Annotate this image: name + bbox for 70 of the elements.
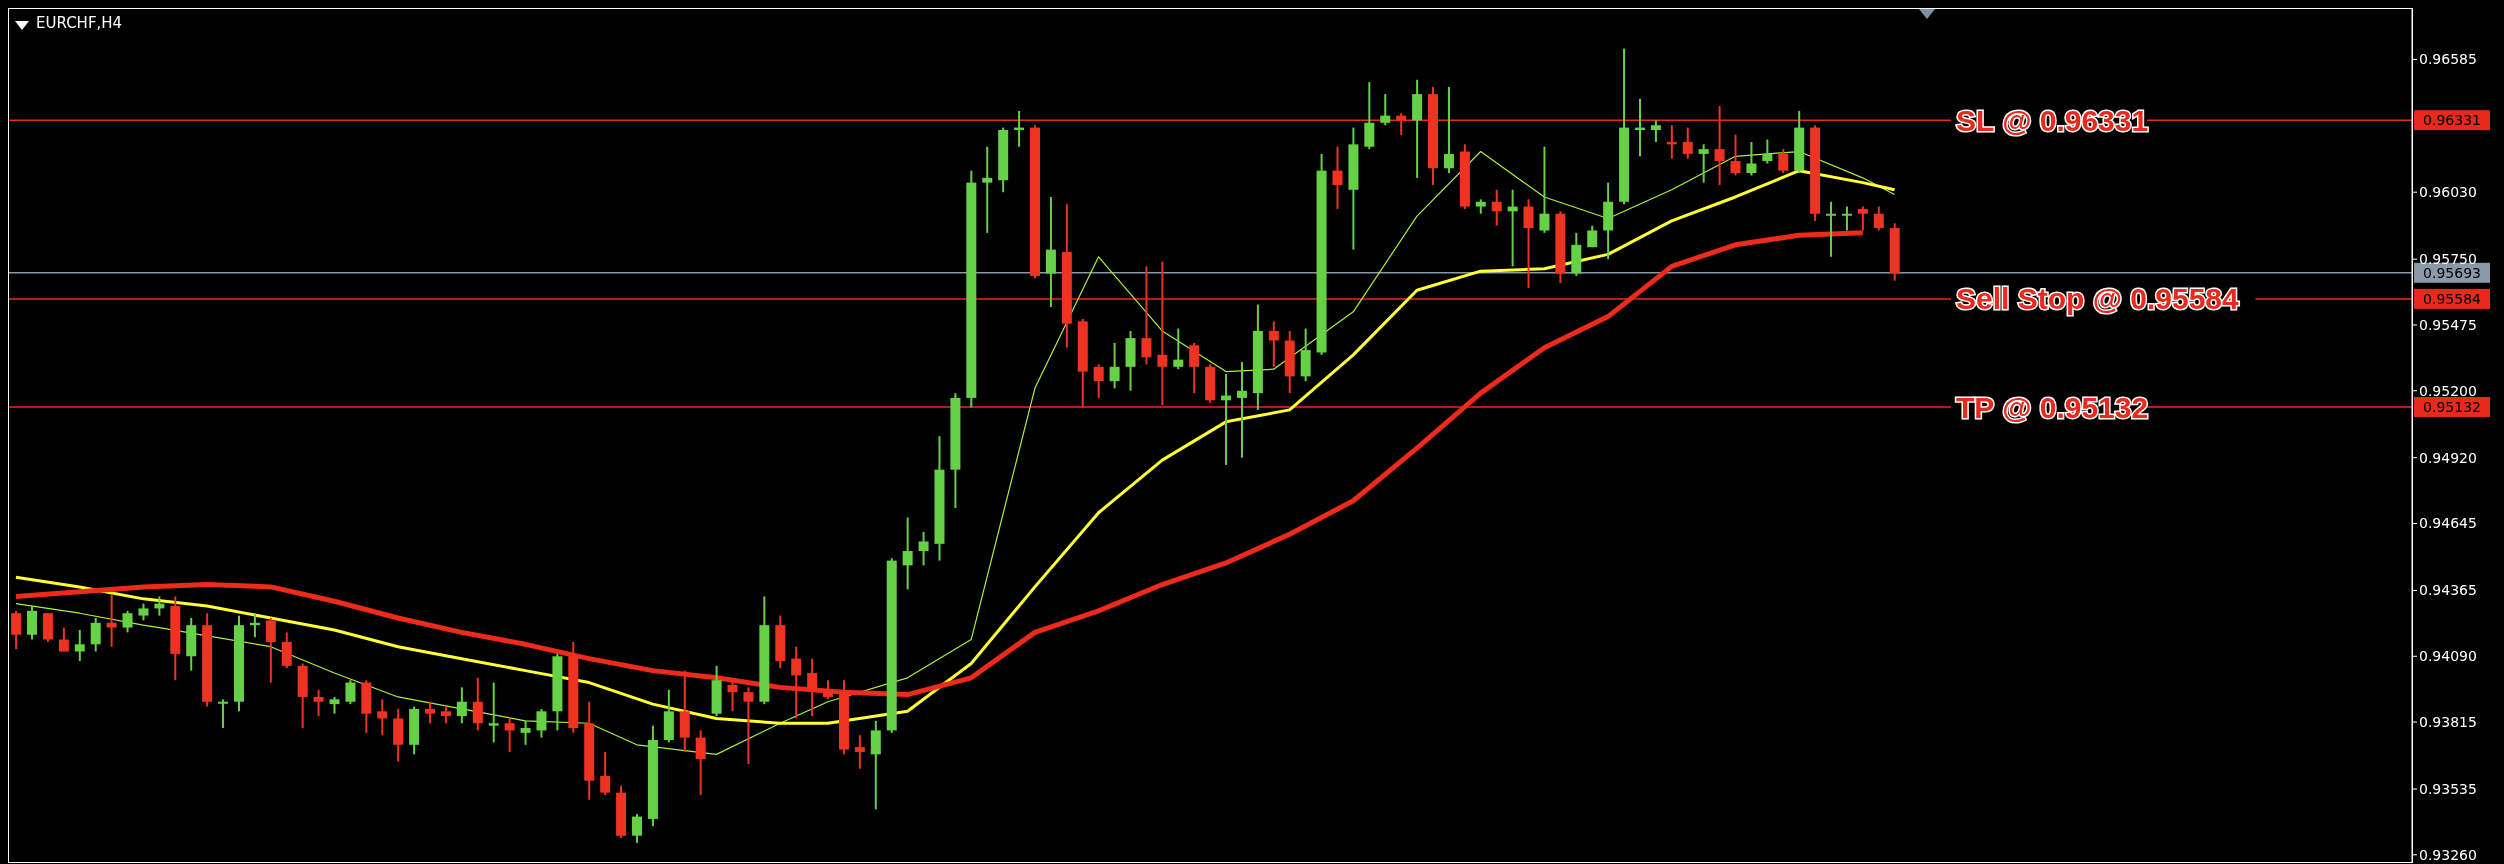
y-tick-label: 0.94365 bbox=[2419, 582, 2477, 599]
candlestick bbox=[1778, 148, 1789, 175]
candlestick bbox=[1236, 361, 1247, 459]
chart-title: EURCHF,H4 bbox=[36, 14, 123, 32]
y-tick-label: 0.95475 bbox=[2419, 316, 2477, 333]
ref-line-label: TP @ 0.95132 bbox=[1956, 390, 2149, 424]
candlestick bbox=[313, 688, 324, 718]
candlestick bbox=[27, 605, 38, 641]
candlestick bbox=[695, 729, 706, 797]
y-tick-label: 0.94090 bbox=[2419, 648, 2477, 665]
candlestick bbox=[425, 700, 436, 725]
candlestick bbox=[504, 717, 515, 753]
y-tick-label: 0.93535 bbox=[2419, 781, 2477, 798]
candlestick bbox=[1698, 143, 1709, 184]
candlestick bbox=[1650, 119, 1661, 143]
candlestick bbox=[122, 609, 133, 634]
y-tick-label: 0.94920 bbox=[2419, 449, 2477, 466]
candlestick bbox=[265, 617, 276, 684]
candlestick bbox=[1189, 341, 1200, 395]
candlestick bbox=[600, 750, 611, 797]
candlestick bbox=[1873, 205, 1884, 232]
candlestick bbox=[1045, 195, 1056, 309]
candlestick bbox=[377, 698, 388, 737]
candlestick bbox=[1746, 140, 1757, 177]
candlestick bbox=[1093, 363, 1104, 399]
candlestick bbox=[1173, 327, 1184, 371]
candlestick bbox=[1826, 200, 1837, 258]
y-tick-label: 0.96585 bbox=[2419, 51, 2477, 68]
candlestick bbox=[11, 609, 22, 651]
text: 0.95132 bbox=[2423, 399, 2481, 416]
candlestick bbox=[1539, 145, 1550, 234]
candlestick bbox=[743, 686, 754, 765]
candlestick bbox=[1332, 145, 1343, 210]
candlestick bbox=[1268, 320, 1279, 368]
y-tick-label: 0.94645 bbox=[2419, 515, 2477, 532]
candlestick bbox=[472, 676, 483, 732]
ref-line-label: Sell Stop @ 0.95584 bbox=[1956, 282, 2240, 316]
candlestick bbox=[456, 686, 467, 725]
y-tick-label: 0.93815 bbox=[2419, 714, 2477, 731]
candlestick bbox=[488, 681, 499, 744]
candlestick bbox=[902, 516, 913, 591]
candlestick bbox=[918, 530, 929, 567]
candlestick bbox=[106, 593, 117, 648]
candlestick bbox=[1523, 198, 1534, 289]
candlestick bbox=[1380, 93, 1391, 127]
y-tick-label: 0.93260 bbox=[2419, 846, 2477, 863]
candlestick bbox=[1730, 133, 1741, 177]
y-tick-label: 0.95200 bbox=[2419, 382, 2477, 399]
text: 0.95584 bbox=[2423, 290, 2482, 307]
candlestick bbox=[1364, 81, 1375, 151]
candlestick bbox=[281, 631, 292, 670]
candlestick bbox=[631, 813, 642, 844]
y-tick-label: 0.96030 bbox=[2419, 184, 2477, 201]
candlestick bbox=[1762, 138, 1773, 165]
candlestick bbox=[982, 145, 993, 234]
candlestick bbox=[74, 628, 85, 663]
candlestick bbox=[218, 698, 229, 730]
candlestick bbox=[536, 707, 547, 739]
candlestick bbox=[1841, 205, 1852, 232]
candlestick bbox=[520, 719, 531, 746]
ref-line-label: SL @ 0.96331 bbox=[1956, 103, 2149, 137]
candlestick bbox=[854, 734, 865, 770]
candlestick bbox=[1443, 85, 1454, 175]
text: 0.96331 bbox=[2423, 112, 2481, 129]
candlestick bbox=[90, 617, 101, 653]
candlestick bbox=[870, 719, 881, 811]
candlestick bbox=[345, 679, 356, 706]
candlestick bbox=[1682, 126, 1693, 160]
candlestick bbox=[1491, 188, 1502, 227]
candlestick bbox=[1109, 341, 1120, 390]
